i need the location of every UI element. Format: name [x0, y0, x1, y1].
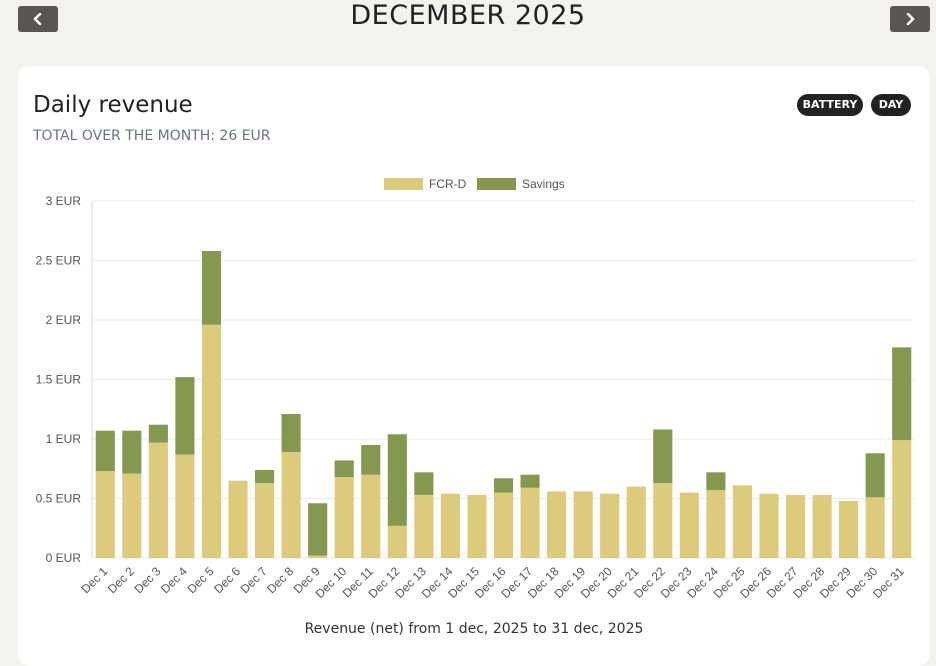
bar-fcr-d: [387, 525, 407, 558]
bar-fcr-d: [520, 487, 540, 558]
bar-fcr-d: [812, 494, 832, 558]
y-tick-label: 2 EUR: [46, 313, 82, 327]
bar-savings: [95, 430, 115, 472]
bar-savings: [865, 453, 885, 498]
bar-fcr-d: [839, 500, 859, 558]
bar-fcr-d: [201, 324, 222, 558]
legend-label: Savings: [522, 177, 565, 191]
x-tick-label: Dec 2: [105, 564, 137, 596]
bar-fcr-d: [892, 440, 912, 558]
bar-savings: [520, 474, 540, 488]
bar-savings: [414, 472, 434, 495]
bar-fcr-d: [122, 473, 142, 558]
bar-fcr-d: [626, 486, 646, 558]
bar-fcr-d: [361, 474, 381, 558]
bar-savings: [255, 469, 275, 484]
y-tick-label: 0 EUR: [46, 551, 82, 565]
day-filter-pill[interactable]: DAY: [871, 94, 911, 116]
prev-month-button[interactable]: [18, 6, 58, 32]
bar-fcr-d: [95, 471, 115, 558]
x-tick-label: Dec 8: [264, 564, 296, 596]
bar-savings: [361, 444, 381, 475]
bar-fcr-d: [759, 493, 779, 558]
legend-label: FCR-D: [429, 177, 467, 191]
battery-filter-pill[interactable]: BATTERY: [797, 94, 863, 116]
chevron-right-icon: [906, 13, 915, 25]
bar-savings: [281, 414, 301, 453]
x-tick-label: Dec 1: [78, 564, 110, 596]
bar-fcr-d: [547, 491, 567, 558]
bar-fcr-d: [175, 454, 195, 558]
bar-savings: [148, 424, 168, 443]
bar-fcr-d: [308, 555, 328, 558]
revenue-chart: 0 EUR 0.5 EUR 1 EUR 1.5 EUR 2 EUR 2.5 EUR 3 EU…: [36, 177, 915, 637]
x-tick-label: Dec 4: [158, 564, 190, 596]
bar-fcr-d: [255, 483, 275, 558]
bar-fcr-d: [600, 493, 620, 558]
next-month-button[interactable]: [890, 6, 930, 32]
bar-savings: [122, 430, 142, 474]
bar-fcr-d: [493, 492, 514, 558]
x-tick-label: Dec 3: [131, 564, 163, 596]
revenue-card: Daily revenue TOTAL OVER THE MONTH: 26 E…: [18, 66, 930, 666]
bar-fcr-d: [467, 494, 487, 558]
legend-swatch: [477, 178, 516, 190]
x-tick-label: Dec 7: [238, 564, 270, 596]
bar-fcr-d: [706, 490, 726, 558]
card-subtitle: TOTAL OVER THE MONTH: 26 EUR: [33, 128, 271, 144]
bar-fcr-d: [732, 485, 752, 558]
bar-savings: [892, 347, 912, 441]
bar-fcr-d: [653, 483, 673, 558]
bar-fcr-d: [148, 442, 168, 558]
bar-savings: [706, 472, 726, 491]
y-tick-label: 3 EUR: [46, 194, 82, 208]
bar-savings: [653, 429, 673, 484]
y-tick-label: 1 EUR: [46, 432, 82, 446]
y-tick-label: 1.5 EUR: [36, 373, 82, 387]
bar-fcr-d: [228, 480, 248, 558]
bar-savings: [334, 460, 354, 478]
bar-savings: [201, 250, 222, 325]
y-tick-label: 2.5 EUR: [36, 254, 82, 268]
bar-fcr-d: [414, 494, 434, 558]
month-title: DECEMBER 2025: [350, 0, 586, 31]
x-tick-label: Dec 6: [211, 564, 243, 596]
chevron-left-icon: [33, 13, 42, 25]
bar-savings: [175, 377, 195, 455]
x-axis-title: Revenue (net) from 1 dec, 2025 to 31 dec…: [305, 621, 644, 637]
y-tick-label: 0.5 EUR: [36, 492, 82, 506]
bar-savings: [387, 434, 407, 526]
bar-fcr-d: [334, 477, 354, 558]
card-title: Daily revenue: [33, 92, 193, 118]
legend-swatch: [384, 178, 423, 190]
bar-fcr-d: [281, 452, 301, 558]
bar-fcr-d: [785, 494, 806, 558]
x-tick-label: Dec 5: [185, 564, 217, 596]
bar-savings: [308, 503, 328, 556]
bar-fcr-d: [573, 491, 593, 558]
bar-fcr-d: [679, 492, 699, 558]
bar-fcr-d: [865, 497, 885, 558]
bar-fcr-d: [440, 493, 460, 558]
bar-savings: [493, 478, 514, 493]
